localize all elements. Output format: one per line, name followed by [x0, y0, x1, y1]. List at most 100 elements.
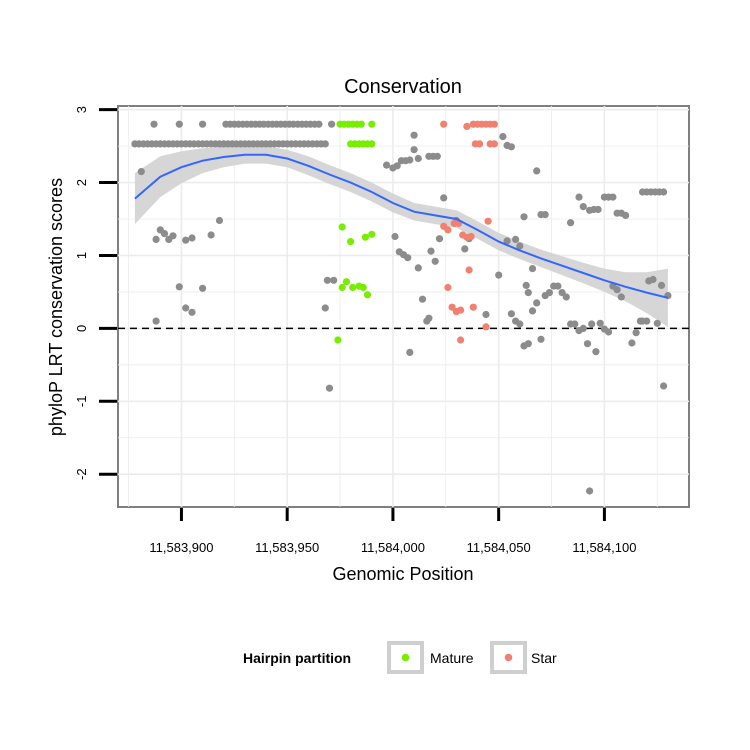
data-point-mature: [368, 230, 376, 238]
data-point-other: [643, 317, 651, 325]
legend-marker-mature: [401, 653, 410, 662]
data-point-other: [321, 140, 329, 148]
data-point-mature: [359, 283, 367, 292]
data-point-other: [175, 120, 183, 128]
data-point-other: [660, 188, 668, 196]
data-point-other: [594, 205, 602, 214]
data-point-other: [562, 293, 570, 301]
data-point-other: [622, 211, 630, 219]
data-point-other: [169, 232, 177, 240]
data-point-other: [482, 310, 490, 319]
data-point-star: [465, 266, 473, 274]
data-point-other: [435, 235, 444, 243]
data-point-star: [463, 122, 471, 130]
data-point-other: [410, 146, 418, 154]
data-point-other: [537, 335, 545, 343]
data-point-other: [391, 232, 399, 241]
data-point-other: [461, 245, 469, 253]
data-point-other: [215, 216, 224, 225]
data-point-other: [414, 264, 422, 272]
x-tick-label: 11,584,000: [361, 540, 425, 555]
data-point-star: [482, 323, 490, 331]
data-point-star: [467, 232, 475, 241]
data-point-other: [524, 340, 532, 348]
legend-label-mature: Mature: [430, 650, 474, 666]
legend-item-star: Star: [490, 641, 557, 674]
data-point-other: [533, 299, 541, 307]
axes: 11,583,900 11,583,950 11,584,000 11,584,050…: [74, 106, 637, 555]
data-point-other: [315, 120, 323, 128]
data-point-other: [404, 254, 412, 262]
x-axis-label: Genomic Position: [332, 564, 473, 584]
data-point-other: [431, 257, 439, 265]
data-point-other: [541, 211, 549, 219]
data-point-other: [605, 328, 613, 336]
legend-item-mature: Mature: [387, 641, 474, 674]
data-point-star: [490, 120, 498, 128]
data-point-other: [321, 304, 329, 312]
legend: Hairpin partition Mature Star: [243, 641, 557, 674]
data-point-other: [617, 293, 625, 301]
data-point-other: [199, 284, 207, 292]
data-point-other: [188, 308, 196, 316]
data-point-other: [323, 276, 331, 284]
y-tick-label: -1: [74, 396, 89, 408]
y-tick-label: 1: [74, 252, 89, 259]
data-points: [131, 120, 672, 495]
data-point-star: [490, 140, 498, 148]
data-point-other: [649, 275, 657, 284]
data-point-other: [406, 348, 414, 356]
data-point-other: [613, 286, 621, 294]
y-tick-label: 0: [74, 325, 89, 332]
data-point-star: [476, 140, 484, 148]
data-point-other: [571, 320, 579, 328]
data-point-other: [160, 230, 169, 238]
data-point-other: [628, 339, 636, 347]
x-tick-label: 11,584,050: [467, 540, 531, 555]
data-point-other: [592, 348, 600, 356]
data-point-other: [511, 235, 520, 243]
x-tick-label: 11,583,950: [255, 540, 319, 555]
data-point-other: [579, 203, 587, 211]
data-point-mature: [338, 283, 346, 292]
data-point-other: [516, 242, 524, 250]
chart-title: Conservation: [344, 76, 462, 98]
data-point-mature: [368, 120, 376, 128]
data-point-other: [152, 317, 160, 325]
data-point-star: [444, 283, 452, 292]
data-point-other: [609, 193, 617, 201]
x-tick-label: 11,584,100: [572, 540, 636, 555]
data-point-other: [554, 282, 562, 290]
data-point-mature: [338, 223, 346, 231]
data-point-other: [328, 120, 336, 128]
data-point-other: [440, 194, 448, 202]
data-point-other: [410, 131, 418, 139]
data-point-other: [545, 289, 554, 297]
data-point-other: [499, 133, 507, 141]
data-point-star: [440, 120, 448, 128]
data-point-other: [199, 120, 207, 128]
data-point-mature: [342, 278, 350, 286]
data-point-other: [586, 487, 594, 495]
data-point-other: [583, 340, 592, 348]
data-point-other: [207, 231, 215, 239]
data-point-other: [330, 276, 338, 284]
data-point-other: [137, 168, 145, 176]
data-point-other: [325, 384, 334, 392]
data-point-other: [516, 320, 524, 328]
data-point-other: [427, 247, 435, 255]
data-point-other: [393, 162, 401, 170]
data-point-other: [433, 152, 441, 160]
data-point-other: [503, 237, 511, 245]
smooth-curve: [134, 153, 669, 299]
data-point-other: [524, 289, 532, 297]
data-point-other: [520, 213, 528, 221]
plot-panel: [117, 105, 690, 508]
legend-marker-star: [504, 653, 513, 662]
data-point-other: [528, 265, 537, 273]
data-point-other: [660, 382, 668, 390]
data-point-other: [152, 235, 160, 243]
y-axis-label: phyloP LRT conservation scores: [46, 178, 66, 436]
y-tick-label: 2: [74, 179, 89, 186]
